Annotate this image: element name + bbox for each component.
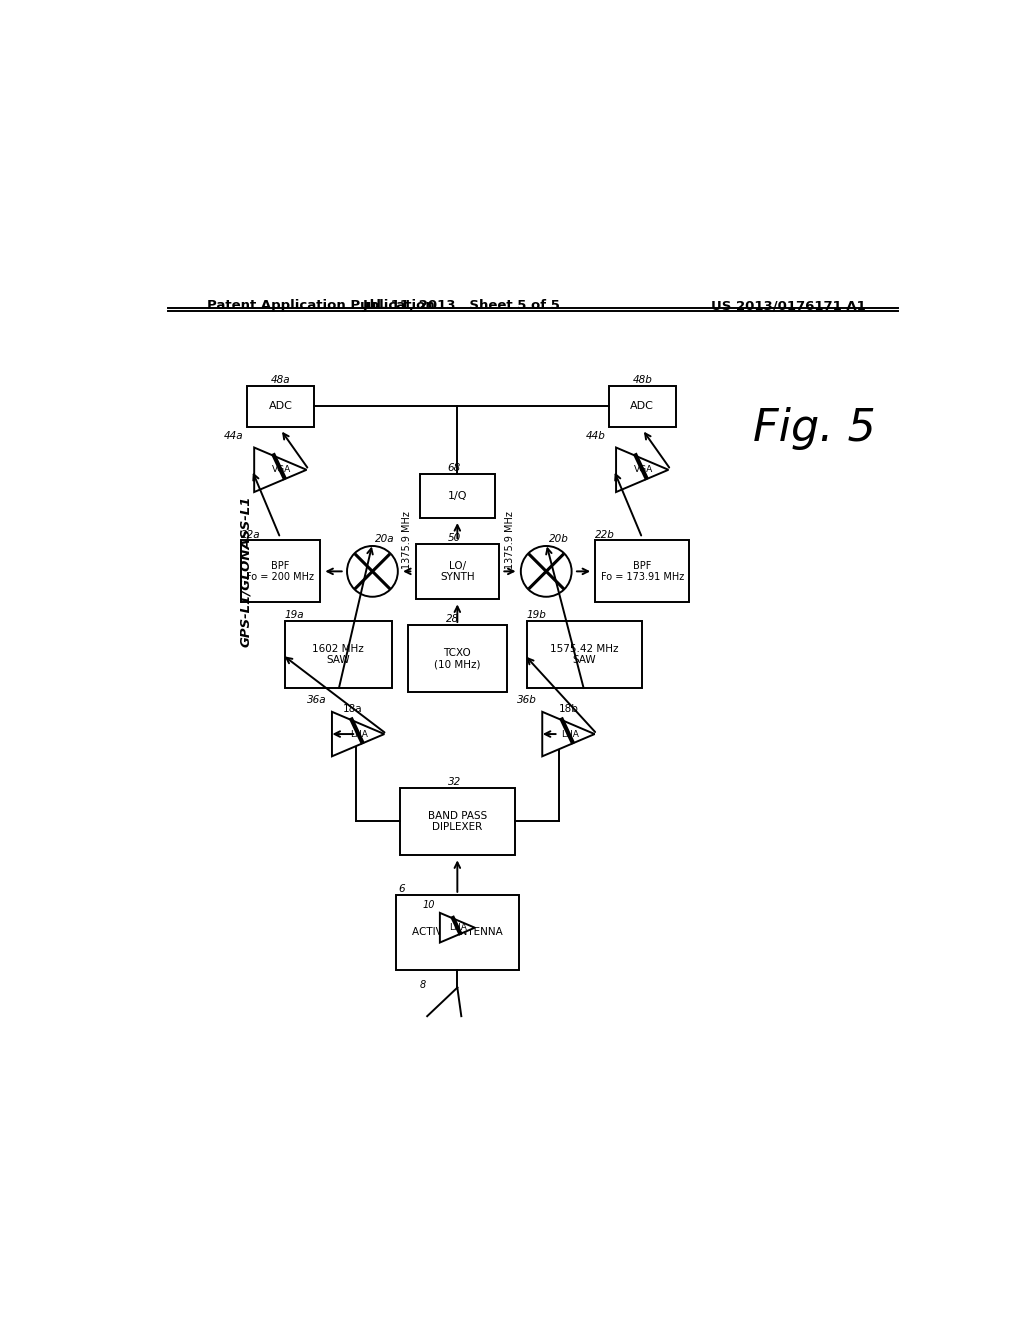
- Text: ADC: ADC: [268, 401, 292, 412]
- Polygon shape: [543, 711, 595, 756]
- Bar: [396, 895, 519, 970]
- Text: 20a: 20a: [375, 533, 394, 544]
- Text: VGA: VGA: [634, 465, 653, 474]
- Text: LO/
SYNTH: LO/ SYNTH: [440, 561, 475, 582]
- Text: US 2013/0176171 A1: US 2013/0176171 A1: [712, 300, 866, 312]
- Text: 1575.42 MHz
SAW: 1575.42 MHz SAW: [550, 644, 618, 665]
- Circle shape: [347, 546, 397, 597]
- Text: 44b: 44b: [586, 430, 606, 441]
- Polygon shape: [440, 913, 475, 942]
- Text: 20b: 20b: [549, 533, 568, 544]
- Bar: [241, 540, 321, 602]
- Text: 1602 MHz
SAW: 1602 MHz SAW: [312, 644, 365, 665]
- Bar: [595, 540, 689, 602]
- Text: Patent Application Publication: Patent Application Publication: [207, 300, 435, 312]
- Text: TCXO
(10 MHz): TCXO (10 MHz): [434, 648, 480, 669]
- Text: 36b: 36b: [517, 696, 537, 705]
- Bar: [526, 620, 642, 689]
- Polygon shape: [332, 711, 384, 756]
- Bar: [285, 620, 392, 689]
- Text: 18b: 18b: [558, 704, 579, 714]
- Text: BPF
Fo = 200 MHz: BPF Fo = 200 MHz: [247, 561, 314, 582]
- Text: ADC: ADC: [631, 401, 654, 412]
- Text: 19a: 19a: [285, 610, 304, 620]
- Text: 48b: 48b: [633, 375, 652, 385]
- Text: 28: 28: [446, 614, 460, 624]
- Text: 50: 50: [447, 533, 461, 543]
- Text: LNA: LNA: [450, 923, 467, 932]
- Text: 36a: 36a: [306, 696, 327, 705]
- Bar: [420, 474, 495, 517]
- Text: 8: 8: [419, 979, 426, 990]
- Text: 18a: 18a: [343, 704, 362, 714]
- Text: 10: 10: [423, 900, 435, 911]
- Text: 1375.9 MHz: 1375.9 MHz: [401, 511, 412, 569]
- Text: GPS-L1/GLONASS-L1: GPS-L1/GLONASS-L1: [239, 495, 252, 647]
- Bar: [608, 385, 676, 426]
- Circle shape: [521, 546, 571, 597]
- Text: ACTIVE ANTENNA: ACTIVE ANTENNA: [412, 928, 503, 937]
- Text: 22a: 22a: [241, 529, 260, 540]
- Text: Jul. 11, 2013   Sheet 5 of 5: Jul. 11, 2013 Sheet 5 of 5: [362, 300, 560, 312]
- Bar: [399, 788, 515, 855]
- Text: VGA: VGA: [272, 465, 291, 474]
- Bar: [408, 624, 507, 693]
- Text: 44a: 44a: [224, 430, 244, 441]
- Text: 32: 32: [447, 777, 461, 787]
- Text: 22b: 22b: [595, 529, 615, 540]
- Polygon shape: [616, 447, 669, 492]
- Text: BAND PASS
DIPLEXER: BAND PASS DIPLEXER: [428, 810, 487, 832]
- Bar: [247, 385, 314, 426]
- Text: 1/Q: 1/Q: [447, 491, 467, 502]
- Text: Fig. 5: Fig. 5: [753, 407, 876, 450]
- Text: 19b: 19b: [526, 610, 547, 620]
- Text: 48a: 48a: [270, 375, 291, 385]
- Polygon shape: [254, 447, 306, 492]
- Text: BPF
Fo = 173.91 MHz: BPF Fo = 173.91 MHz: [601, 561, 684, 582]
- Text: LNA: LNA: [561, 730, 579, 739]
- Bar: [416, 544, 499, 599]
- Text: 6: 6: [398, 884, 404, 894]
- Text: 1375.9 MHz: 1375.9 MHz: [505, 511, 515, 569]
- Text: LNA: LNA: [350, 730, 369, 739]
- Text: 68: 68: [447, 463, 461, 474]
